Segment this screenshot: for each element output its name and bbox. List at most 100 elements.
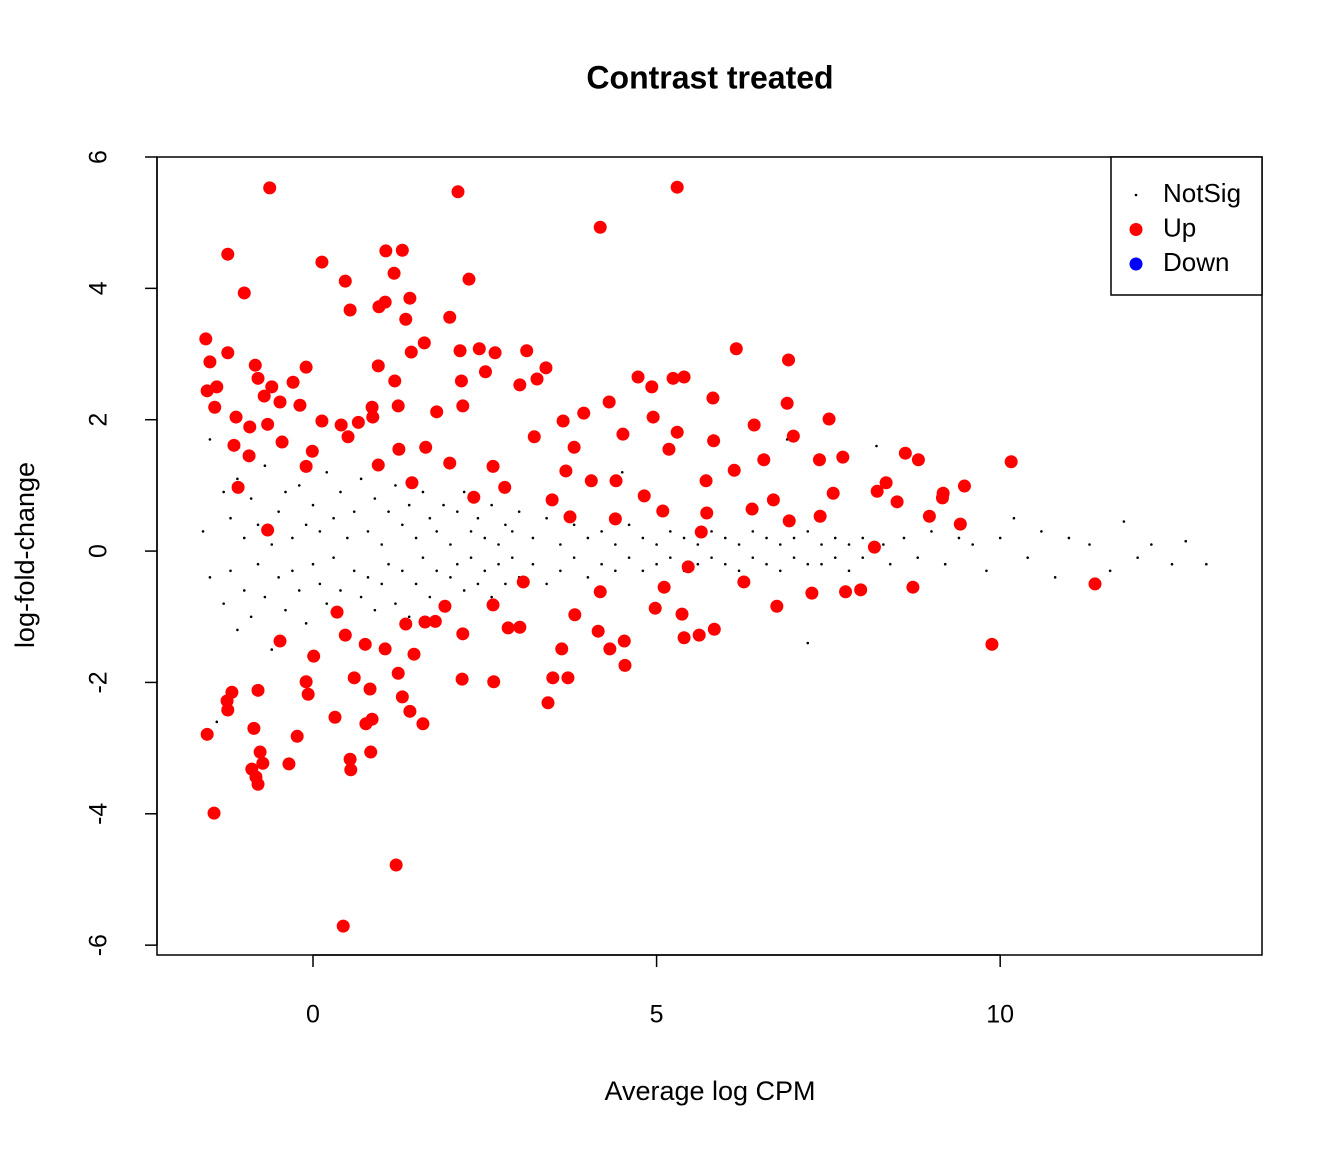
point	[352, 569, 356, 573]
point	[943, 562, 947, 566]
point	[501, 621, 515, 635]
point	[627, 523, 631, 527]
point	[545, 493, 559, 507]
point	[847, 543, 851, 546]
point	[421, 490, 425, 494]
point	[435, 530, 438, 533]
point	[332, 516, 335, 520]
point	[631, 370, 645, 384]
point	[231, 480, 245, 494]
y-tick-label: -2	[85, 671, 113, 693]
point	[428, 614, 442, 628]
point	[669, 556, 672, 559]
point	[453, 344, 467, 358]
point	[277, 510, 280, 513]
point	[428, 595, 432, 599]
point	[539, 361, 553, 375]
point	[456, 399, 470, 413]
point	[343, 303, 357, 317]
point	[906, 580, 920, 594]
point	[568, 608, 582, 622]
point	[724, 536, 727, 540]
point	[1088, 543, 1091, 546]
point	[546, 671, 560, 685]
point	[616, 427, 630, 441]
point	[699, 474, 713, 488]
legend-symbol	[1129, 223, 1143, 236]
point	[243, 420, 257, 434]
point	[1150, 543, 1153, 546]
point	[364, 745, 378, 759]
point	[221, 703, 235, 717]
point	[455, 672, 469, 686]
point	[677, 370, 691, 384]
point	[747, 418, 761, 432]
point	[394, 602, 397, 605]
point	[677, 631, 691, 645]
point	[1040, 530, 1043, 533]
point	[261, 417, 275, 431]
point	[751, 556, 755, 559]
y-tick-label: 2	[85, 413, 113, 427]
point	[707, 622, 721, 636]
point	[820, 562, 823, 566]
legend-symbol	[1129, 257, 1143, 271]
point	[263, 595, 267, 599]
point	[405, 476, 419, 490]
point	[318, 582, 322, 586]
point	[1012, 516, 1016, 520]
point	[1205, 562, 1208, 566]
point	[888, 562, 892, 566]
point	[497, 562, 500, 566]
point	[737, 569, 741, 573]
point	[497, 543, 500, 546]
point	[359, 717, 373, 731]
point	[270, 543, 274, 546]
point	[782, 514, 796, 528]
point	[792, 556, 796, 559]
point	[472, 342, 486, 356]
point	[545, 516, 548, 520]
point	[372, 300, 386, 314]
point	[1088, 577, 1102, 591]
point	[614, 569, 617, 573]
y-tick-label: 6	[85, 150, 113, 164]
point	[299, 459, 313, 473]
point	[531, 562, 535, 566]
point	[813, 509, 827, 523]
point	[879, 476, 893, 490]
point	[430, 405, 444, 419]
point	[520, 344, 534, 358]
point	[373, 608, 377, 612]
point	[311, 503, 315, 507]
point	[822, 412, 836, 426]
point	[513, 620, 527, 634]
point	[617, 634, 631, 648]
point	[449, 576, 452, 579]
point	[839, 585, 853, 599]
point	[237, 286, 251, 300]
point	[248, 358, 262, 372]
point	[861, 536, 865, 540]
point	[416, 717, 430, 731]
point	[681, 560, 695, 574]
point	[378, 642, 392, 656]
point	[256, 756, 270, 770]
point	[247, 721, 261, 735]
point	[567, 440, 581, 454]
point	[456, 510, 459, 513]
point	[957, 536, 961, 540]
point	[614, 543, 617, 546]
point	[346, 536, 349, 540]
point	[208, 400, 222, 414]
point	[454, 374, 468, 388]
point	[577, 406, 591, 420]
y-tick-label: -6	[85, 934, 113, 956]
point	[770, 599, 784, 613]
point	[602, 395, 616, 409]
point	[332, 556, 335, 559]
point	[486, 598, 500, 612]
point	[953, 517, 967, 531]
plot-frame	[156, 156, 1263, 956]
point	[572, 523, 576, 527]
